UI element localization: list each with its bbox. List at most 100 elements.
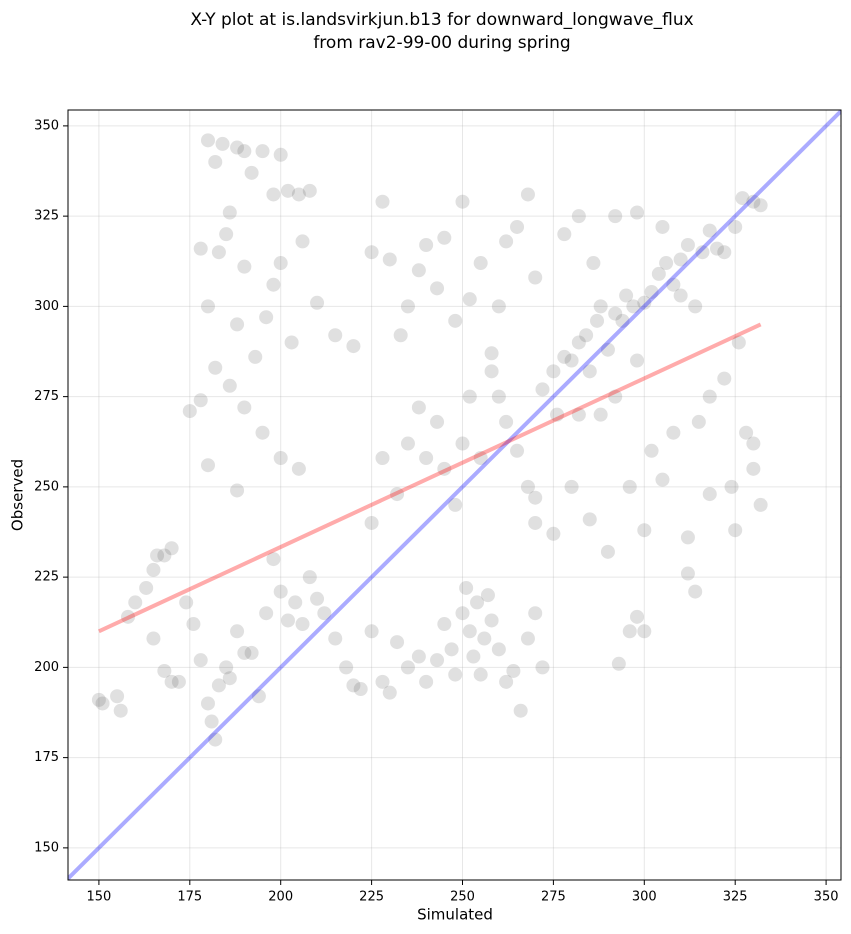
point bbox=[520, 479, 535, 494]
point bbox=[251, 689, 266, 704]
point bbox=[411, 649, 426, 664]
point bbox=[164, 541, 179, 556]
point bbox=[237, 259, 252, 274]
point bbox=[310, 591, 325, 606]
point bbox=[95, 696, 110, 711]
point bbox=[211, 245, 226, 260]
point bbox=[608, 209, 623, 224]
point bbox=[266, 277, 281, 292]
point bbox=[673, 288, 688, 303]
point bbox=[630, 609, 645, 624]
point bbox=[179, 595, 194, 610]
point bbox=[193, 241, 208, 256]
x-tick-label: 325 bbox=[723, 890, 748, 905]
point bbox=[510, 219, 525, 234]
point bbox=[419, 450, 434, 465]
point bbox=[680, 530, 695, 545]
point bbox=[302, 183, 317, 198]
point bbox=[637, 295, 652, 310]
point bbox=[499, 414, 514, 429]
point bbox=[400, 299, 415, 314]
point bbox=[644, 284, 659, 299]
point bbox=[273, 256, 288, 271]
point bbox=[571, 209, 586, 224]
point bbox=[230, 317, 245, 332]
point bbox=[288, 595, 303, 610]
point bbox=[411, 263, 426, 278]
point bbox=[484, 346, 499, 361]
point bbox=[280, 183, 295, 198]
y-tick-label: 275 bbox=[34, 389, 59, 404]
point bbox=[655, 472, 670, 487]
point bbox=[259, 606, 274, 621]
x-axis-label: Simulated bbox=[417, 906, 493, 924]
point bbox=[230, 140, 245, 155]
point bbox=[753, 497, 768, 512]
point bbox=[702, 389, 717, 404]
x-tick-label: 150 bbox=[86, 890, 111, 905]
point bbox=[200, 299, 215, 314]
point bbox=[600, 544, 615, 559]
point bbox=[255, 144, 270, 159]
point bbox=[608, 306, 623, 321]
point bbox=[735, 191, 750, 206]
point bbox=[739, 425, 754, 440]
point bbox=[520, 187, 535, 202]
point bbox=[466, 649, 481, 664]
point bbox=[375, 194, 390, 209]
point bbox=[208, 360, 223, 375]
point bbox=[680, 566, 695, 581]
point bbox=[455, 606, 470, 621]
point bbox=[353, 682, 368, 697]
point bbox=[273, 584, 288, 599]
y-tick-label: 325 bbox=[34, 209, 59, 224]
point bbox=[480, 588, 495, 603]
point bbox=[688, 584, 703, 599]
point bbox=[120, 609, 135, 624]
point bbox=[462, 624, 477, 639]
point bbox=[328, 328, 343, 343]
point bbox=[266, 187, 281, 202]
point bbox=[248, 349, 263, 364]
point bbox=[430, 653, 445, 668]
x-tick-label: 300 bbox=[632, 890, 657, 905]
point bbox=[728, 219, 743, 234]
point bbox=[346, 339, 361, 354]
point bbox=[208, 732, 223, 747]
point bbox=[448, 497, 463, 512]
point bbox=[510, 443, 525, 458]
point bbox=[564, 353, 579, 368]
point bbox=[382, 252, 397, 267]
point bbox=[91, 692, 106, 707]
point bbox=[702, 223, 717, 238]
x-tick-label: 275 bbox=[541, 890, 566, 905]
point bbox=[295, 234, 310, 249]
point bbox=[582, 512, 597, 527]
point bbox=[284, 335, 299, 350]
point bbox=[600, 342, 615, 357]
chart-title: from rav2-99-00 during spring bbox=[313, 33, 570, 53]
point bbox=[484, 364, 499, 379]
point bbox=[582, 364, 597, 379]
point bbox=[473, 450, 488, 465]
y-tick-label: 350 bbox=[34, 118, 59, 133]
point bbox=[411, 400, 426, 415]
point bbox=[630, 353, 645, 368]
point bbox=[499, 674, 514, 689]
x-tick-label: 250 bbox=[450, 890, 475, 905]
point bbox=[655, 219, 670, 234]
point bbox=[364, 515, 379, 530]
point bbox=[302, 570, 317, 585]
point bbox=[746, 436, 761, 451]
point bbox=[484, 613, 499, 628]
point bbox=[230, 483, 245, 498]
point bbox=[419, 238, 434, 253]
point bbox=[528, 515, 543, 530]
point bbox=[571, 335, 586, 350]
point bbox=[328, 631, 343, 646]
identity-line bbox=[68, 110, 841, 880]
point bbox=[535, 382, 550, 397]
y-tick-label: 200 bbox=[34, 660, 59, 675]
point bbox=[150, 548, 165, 563]
point bbox=[244, 645, 259, 660]
